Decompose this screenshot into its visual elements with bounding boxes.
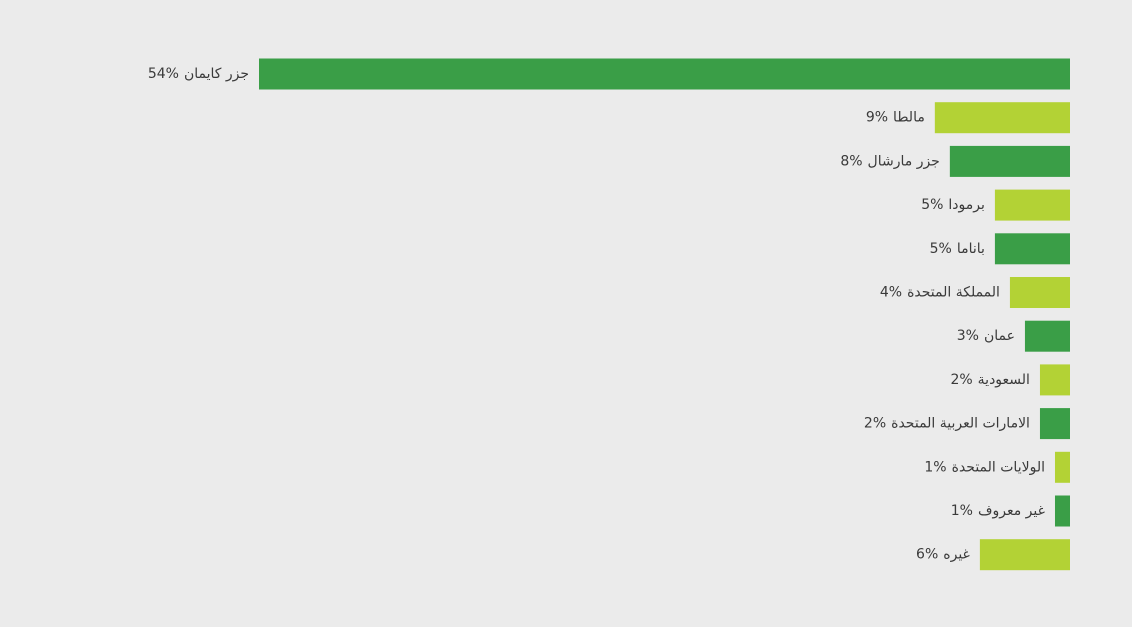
value-label: 4% [880,285,902,301]
bar [259,58,1070,90]
bar-label: باناما [957,241,985,257]
bar [1039,364,1070,396]
bar [994,189,1070,221]
bar [949,145,1070,177]
bar-label: الامارات العربية المتحدة [891,416,1030,432]
bar [1039,408,1070,440]
bar [994,233,1070,265]
value-label: 1% [924,459,946,475]
bar-label: جزر مارشال [868,153,940,169]
value-label: 2% [864,416,886,432]
bar-label: برمودا [948,197,984,213]
bar [1009,277,1070,308]
value-label: 1% [951,503,973,519]
bar [1024,320,1070,352]
value-label: 5% [930,241,952,257]
value-label: 5% [921,197,943,213]
bar-label: المملكة المتحدة [907,285,1000,301]
bar-label: غيره [943,547,970,563]
bar-label: جزر كايمان [184,66,249,82]
value-label: 8% [840,153,862,169]
value-label: 6% [916,547,938,563]
value-label: 3% [957,328,979,344]
bar [979,539,1070,571]
bar [934,102,1070,134]
bar-label: السعودية [978,372,1030,388]
value-label: 9% [866,110,888,126]
bar [1054,495,1070,527]
value-label: 2% [950,372,972,388]
bar-label: الولايات المتحدة [952,459,1045,475]
bar-label: مالطا [893,110,925,126]
bar-label: غير معروف [978,503,1045,519]
bar [1054,451,1070,483]
value-label: 54% [148,66,179,82]
bar-label: عمان [984,328,1015,344]
